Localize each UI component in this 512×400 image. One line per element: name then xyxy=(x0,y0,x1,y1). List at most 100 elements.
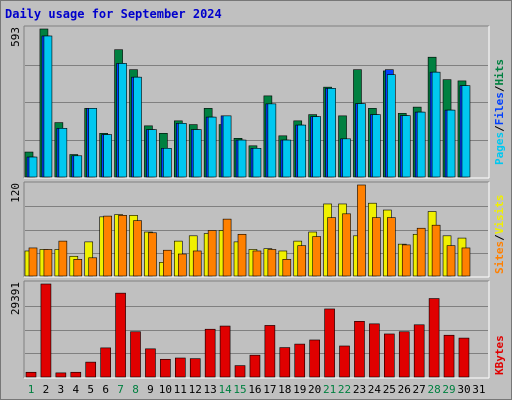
kbytes-bar xyxy=(219,325,231,378)
pages-bar xyxy=(192,129,202,178)
kbytes-bar xyxy=(398,331,410,378)
day-tick-label: 15 xyxy=(233,383,246,396)
hits-y-max-label: 593 xyxy=(9,27,22,47)
kbytes-bar xyxy=(309,339,320,378)
day-tick-label: 21 xyxy=(323,383,336,396)
legend-files: Files xyxy=(493,92,506,125)
pages-bar xyxy=(297,124,307,178)
sites-bar xyxy=(282,259,292,277)
kbytes-bar xyxy=(234,365,246,378)
kbytes-bar xyxy=(175,357,186,378)
kbytes-bar xyxy=(70,371,82,378)
kbytes-bar xyxy=(279,347,291,378)
legend-separator: / xyxy=(493,85,506,92)
pages-bar xyxy=(327,88,336,178)
kbytes-bar xyxy=(40,283,52,378)
kbytes-bar xyxy=(189,358,201,378)
pages-bar xyxy=(133,76,142,178)
kbytes-bar xyxy=(413,324,425,378)
day-tick-label: 12 xyxy=(189,383,202,396)
legend-pages: Pages xyxy=(493,132,506,165)
pages-bar xyxy=(73,155,83,178)
pages-bar xyxy=(282,139,292,178)
sites-bar xyxy=(357,184,366,277)
day-tick-label: 31 xyxy=(472,383,485,396)
day-tick-label: 4 xyxy=(72,383,79,396)
day-tick-label: 27 xyxy=(413,383,426,396)
day-tick-label: 10 xyxy=(159,383,172,396)
legend-sites: Sites xyxy=(493,241,506,274)
day-tick-label: 22 xyxy=(338,383,351,396)
kbytes-y-max-label: 29391 xyxy=(9,282,22,315)
chart-title: Daily usage for September 2024 xyxy=(5,7,222,21)
kbytes-bar xyxy=(85,361,97,378)
sites-bar xyxy=(342,213,351,277)
pages-bar xyxy=(148,129,157,178)
kbytes-bar xyxy=(249,354,261,378)
hits-panel xyxy=(23,25,490,179)
pages-bar xyxy=(401,115,411,178)
kbytes-bar xyxy=(294,343,306,378)
legend-separator: / xyxy=(493,234,506,241)
sites-bar xyxy=(312,236,321,277)
legend-separator: / xyxy=(493,125,506,132)
pages-bar xyxy=(178,123,187,178)
kbytes-bar xyxy=(443,334,455,378)
visits-y-max-label: 120 xyxy=(9,183,22,203)
visits-legend: Sites/Visits xyxy=(493,195,506,275)
kbytes-bar xyxy=(25,371,37,378)
sites-bar xyxy=(401,244,411,277)
sites-bar xyxy=(387,217,396,277)
kbytes-bar xyxy=(354,321,365,378)
kbytes-bar xyxy=(458,337,470,378)
pages-bar xyxy=(387,74,396,178)
sites-bar xyxy=(252,250,262,277)
day-tick-labels: 1 2 3 4 5 6 7 8 9 10 11 12 13 14 15 16 17 18 19 20 21 22 23 24 2… xyxy=(28,383,486,396)
sites-bar xyxy=(461,247,471,277)
pages-bar xyxy=(342,138,351,178)
day-tick-label: 8 xyxy=(132,383,139,396)
day-tick-label: 2 xyxy=(43,383,50,396)
hits-legend-text: Pages/Files/Hits xyxy=(493,59,506,165)
kbytes-bar xyxy=(324,308,335,378)
kbytes-bar xyxy=(264,325,276,378)
pages-bar xyxy=(416,111,426,178)
sites-bar xyxy=(327,217,336,277)
pages-bar xyxy=(58,128,68,178)
sites-bar xyxy=(431,224,441,277)
sites-bar xyxy=(73,259,83,277)
day-tick-label: 23 xyxy=(353,383,366,396)
day-tick-label: 6 xyxy=(102,383,109,396)
pages-bar xyxy=(163,147,172,178)
sites-bar xyxy=(446,245,456,277)
sites-bar xyxy=(103,215,112,277)
sites-bar xyxy=(88,257,98,277)
day-tick-label: 11 xyxy=(174,383,187,396)
kbytes-legend-text: KBytes xyxy=(493,335,506,375)
visits-legend-text: Sites/Visits xyxy=(493,195,506,275)
kbytes-bar xyxy=(55,372,67,378)
pages-bar xyxy=(43,35,53,178)
sites-bar xyxy=(372,217,381,277)
sites-bar xyxy=(58,240,68,277)
sites-bar xyxy=(178,253,187,277)
day-tick-label: 17 xyxy=(263,383,276,396)
day-tick-label: 5 xyxy=(87,383,94,396)
sites-bar xyxy=(163,249,172,277)
sites-bar xyxy=(207,230,217,277)
day-tick-label: 26 xyxy=(398,383,411,396)
kbytes-bar xyxy=(130,331,141,378)
sites-bar xyxy=(297,245,307,277)
sites-bar xyxy=(237,233,247,277)
pages-bar xyxy=(88,108,98,178)
sites-bar xyxy=(28,247,38,277)
sites-bar xyxy=(267,249,277,277)
kbytes-bar xyxy=(369,323,380,378)
kbytes-bar xyxy=(204,328,216,378)
day-tick-label: 28 xyxy=(427,383,440,396)
day-tick-label: 13 xyxy=(204,383,217,396)
sites-bar xyxy=(192,250,202,277)
pages-bar xyxy=(207,116,217,178)
day-tick-label: 16 xyxy=(248,383,261,396)
sites-bar xyxy=(148,232,157,277)
